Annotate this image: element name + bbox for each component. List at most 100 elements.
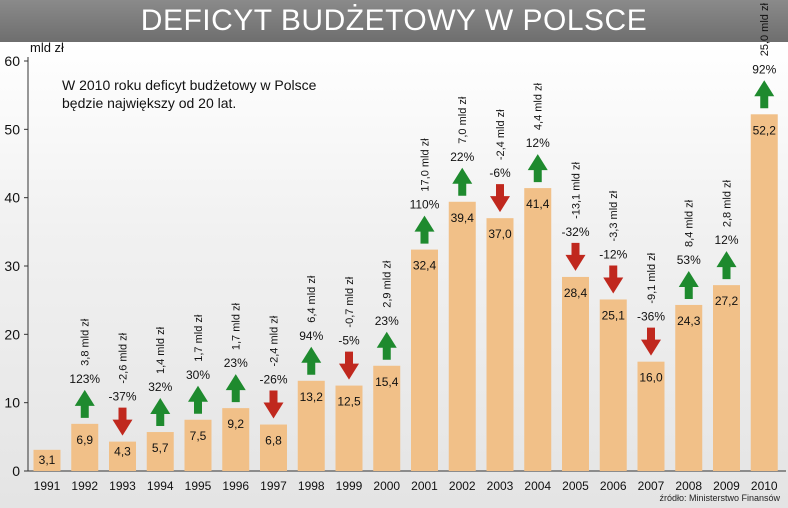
change-percent-label: 12% bbox=[714, 233, 738, 247]
up-arrow-icon bbox=[376, 331, 397, 360]
bar-value-label: 15,4 bbox=[375, 375, 399, 389]
change-amount-label: -2,4 mld zł bbox=[495, 109, 507, 160]
change-percent-label: 22% bbox=[450, 150, 474, 164]
x-tick-label: 2007 bbox=[638, 479, 665, 493]
y-tick-label: 40 bbox=[4, 190, 20, 206]
bar bbox=[335, 385, 363, 471]
y-tick-label: 20 bbox=[4, 326, 20, 342]
change-percent-label: 12% bbox=[526, 136, 550, 150]
bar bbox=[184, 419, 212, 471]
bar-value-label: 6,9 bbox=[76, 433, 93, 447]
bar bbox=[33, 449, 61, 471]
y-tick-label: 60 bbox=[4, 53, 20, 69]
change-percent-label: -12% bbox=[599, 247, 627, 261]
up-arrow-icon bbox=[716, 251, 737, 280]
change-percent-label: 94% bbox=[299, 329, 323, 343]
bar-value-label: 28,4 bbox=[564, 286, 588, 300]
down-arrow-icon bbox=[603, 265, 624, 294]
source-note: źródło: Ministerstwo Finansów bbox=[659, 493, 780, 503]
bar bbox=[524, 188, 552, 471]
bar-value-label: 13,2 bbox=[300, 390, 324, 404]
change-percent-label: -26% bbox=[259, 373, 287, 387]
x-tick-label: 1998 bbox=[298, 479, 325, 493]
bar-value-label: 52,2 bbox=[753, 123, 777, 137]
down-arrow-icon bbox=[565, 242, 586, 271]
note-line-1: W 2010 roku deficyt budżetowy w Polsce bbox=[62, 77, 317, 93]
x-tick-label: 1993 bbox=[109, 479, 136, 493]
change-percent-label: -6% bbox=[489, 166, 511, 180]
change-percent-label: 110% bbox=[410, 198, 440, 212]
x-tick-label: 1996 bbox=[222, 479, 249, 493]
up-arrow-icon bbox=[301, 346, 322, 375]
change-amount-label: 4,4 mld zł bbox=[533, 82, 545, 130]
bar bbox=[599, 299, 627, 471]
change-amount-label: -2,6 mld zł bbox=[118, 332, 130, 383]
change-amount-label: 3,8 mld zł bbox=[80, 318, 92, 366]
bar bbox=[373, 365, 401, 471]
annotation-note: W 2010 roku deficyt budżetowy w Polsce b… bbox=[62, 76, 316, 112]
change-amount-label: -2,4 mld zł bbox=[269, 315, 281, 366]
bar bbox=[297, 380, 325, 471]
y-tick-label: 50 bbox=[4, 121, 20, 137]
bar bbox=[71, 423, 99, 471]
change-percent-label: 123% bbox=[69, 372, 100, 386]
x-tick-label: 2008 bbox=[675, 479, 702, 493]
bar-value-label: 37,0 bbox=[488, 227, 512, 241]
up-arrow-icon bbox=[150, 398, 171, 427]
change-percent-label: -37% bbox=[108, 390, 136, 404]
x-tick-label: 2009 bbox=[713, 479, 740, 493]
y-axis-unit-label: mld zł bbox=[30, 40, 64, 55]
bar bbox=[222, 408, 250, 471]
change-percent-label: 30% bbox=[186, 368, 210, 382]
change-amount-label: -3,3 mld zł bbox=[608, 190, 620, 241]
bar-value-label: 27,2 bbox=[715, 294, 739, 308]
up-arrow-icon bbox=[452, 167, 473, 196]
bar-value-label: 7,5 bbox=[190, 429, 207, 443]
bar-value-label: 3,1 bbox=[39, 453, 56, 467]
change-amount-label: -9,1 mld zł bbox=[646, 252, 658, 303]
change-percent-label: -5% bbox=[338, 334, 360, 348]
x-tick-label: 2006 bbox=[600, 479, 627, 493]
bar bbox=[109, 441, 136, 471]
bar bbox=[562, 276, 589, 471]
x-tick-label: 2003 bbox=[487, 479, 514, 493]
y-tick-label: 30 bbox=[4, 258, 20, 274]
x-tick-label: 2000 bbox=[373, 479, 400, 493]
bar-value-label: 12,5 bbox=[337, 395, 361, 409]
change-amount-label: 2,8 mld zł bbox=[722, 180, 734, 228]
x-tick-label: 1991 bbox=[34, 479, 61, 493]
bar bbox=[260, 424, 287, 471]
y-tick-label: 0 bbox=[12, 463, 20, 479]
bar-value-label: 41,4 bbox=[526, 197, 550, 211]
up-arrow-icon bbox=[74, 389, 95, 418]
bar bbox=[448, 201, 476, 471]
down-arrow-icon bbox=[490, 184, 510, 213]
x-tick-label: 2001 bbox=[411, 479, 438, 493]
x-tick-label: 1997 bbox=[260, 479, 287, 493]
bar bbox=[675, 304, 703, 471]
change-percent-label: 23% bbox=[224, 356, 248, 370]
change-percent-label: -32% bbox=[561, 225, 589, 239]
change-amount-label: 7,0 mld zł bbox=[457, 96, 469, 144]
bar-value-label: 9,2 bbox=[227, 417, 244, 431]
bar bbox=[750, 114, 778, 472]
change-percent-label: 23% bbox=[375, 314, 399, 328]
down-arrow-icon bbox=[339, 351, 359, 380]
bar-value-label: 6,8 bbox=[265, 434, 282, 448]
up-arrow-icon bbox=[678, 270, 699, 299]
bar-value-label: 39,4 bbox=[451, 211, 475, 225]
change-percent-label: -36% bbox=[637, 310, 665, 324]
change-amount-label: 1,7 mld zł bbox=[193, 314, 205, 362]
bar-value-label: 24,3 bbox=[677, 314, 701, 328]
x-tick-label: 2010 bbox=[751, 479, 778, 493]
bar-value-label: 32,4 bbox=[413, 259, 437, 273]
change-amount-label: 6,4 mld zł bbox=[306, 275, 318, 323]
chart-title: DEFICYT BUDŻETOWY W POLSCE bbox=[140, 4, 648, 37]
bar bbox=[146, 432, 174, 471]
x-tick-label: 1995 bbox=[185, 479, 212, 493]
change-amount-label: 2,9 mld zł bbox=[382, 260, 394, 308]
change-amount-label: 1,7 mld zł bbox=[231, 303, 243, 351]
y-tick-label: 10 bbox=[4, 395, 20, 411]
change-amount-label: 17,0 mld zł bbox=[420, 138, 432, 192]
